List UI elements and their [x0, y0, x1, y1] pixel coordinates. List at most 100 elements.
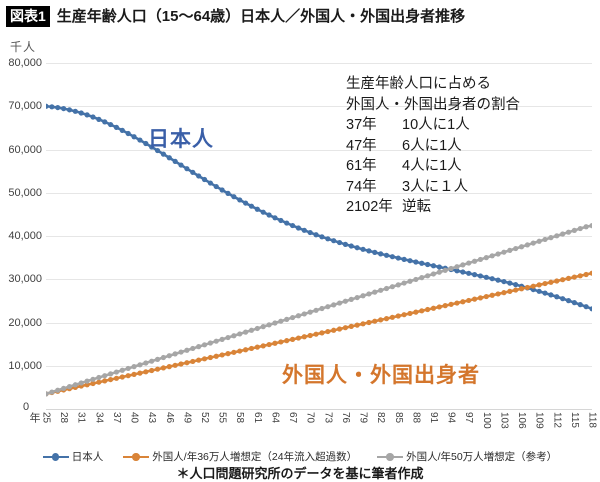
- annotation-row-year: 37年: [346, 117, 377, 134]
- data-point: [166, 155, 172, 161]
- x-axis-tick-label: 43: [146, 412, 158, 424]
- legend-marker-icon: [123, 452, 150, 462]
- data-point: [325, 304, 331, 310]
- data-point: [284, 316, 290, 322]
- data-point: [84, 382, 90, 388]
- gridline: [46, 106, 592, 108]
- data-point: [542, 280, 548, 287]
- data-point: [319, 330, 325, 336]
- annotation-row: 74年 3人に１人: [346, 177, 520, 198]
- data-point: [425, 306, 431, 313]
- data-point: [425, 261, 431, 268]
- data-point: [378, 287, 384, 293]
- legend-item-2[interactable]: 外国人/年50万人増想定（参考）: [377, 449, 557, 464]
- legend-item-0[interactable]: 日本人: [42, 449, 103, 464]
- data-point: [407, 278, 413, 284]
- x-axis-tick-label: 40: [128, 412, 140, 424]
- data-point: [513, 287, 519, 293]
- data-point: [536, 238, 542, 244]
- data-point: [501, 249, 507, 255]
- data-point: [348, 323, 354, 329]
- data-point: [125, 373, 131, 379]
- x-axis-tick-label: 70: [304, 412, 316, 424]
- data-point: [430, 263, 437, 269]
- data-point: [383, 316, 390, 322]
- data-point: [301, 227, 307, 233]
- data-point: [55, 387, 61, 393]
- data-point: [331, 238, 337, 244]
- data-point: [454, 268, 460, 274]
- data-point: [366, 248, 372, 254]
- data-point: [571, 227, 577, 233]
- data-point: [201, 176, 208, 183]
- data-point: [289, 222, 296, 229]
- data-point: [583, 304, 589, 310]
- legend-label: 外国人/年50万人増想定（参考）: [406, 451, 558, 463]
- data-point: [102, 373, 108, 379]
- data-point: [319, 305, 325, 312]
- data-point: [107, 121, 114, 128]
- series-label-foreign: 外国人・外国出身者: [282, 364, 480, 387]
- data-point: [313, 331, 319, 337]
- data-point: [407, 258, 413, 264]
- data-point: [260, 343, 266, 349]
- data-point: [524, 242, 531, 248]
- x-axis-tick-label: 64: [269, 412, 281, 424]
- data-point: [113, 124, 120, 130]
- data-point: [460, 262, 466, 268]
- data-point: [107, 376, 114, 383]
- data-point: [90, 380, 96, 387]
- x-axis-tick-label: 55: [216, 412, 228, 424]
- data-point: [378, 317, 384, 323]
- data-point: [501, 290, 507, 296]
- data-point: [237, 331, 243, 337]
- y-axis-tick-label: 20,000: [8, 316, 42, 329]
- data-point: [307, 309, 313, 315]
- data-point: [295, 335, 302, 341]
- y-axis: 80,000 70,000 60,000 50,000 40,000 30,000 20,0…: [0, 57, 46, 409]
- x-axis-tick-label: 115: [568, 412, 580, 428]
- data-point: [307, 332, 313, 339]
- data-point: [313, 232, 319, 238]
- annotation-line-1: 生産年齢人口に占める: [346, 76, 491, 92]
- data-point: [72, 382, 78, 388]
- data-point: [383, 252, 390, 258]
- data-point: [560, 277, 566, 283]
- data-point: [577, 225, 583, 232]
- legend-item-1[interactable]: 外国人/年36万人増想定（24年流入超過数）: [123, 449, 357, 464]
- data-point: [548, 235, 554, 241]
- data-point: [471, 272, 478, 278]
- data-point: [225, 190, 231, 196]
- data-point: [436, 304, 442, 310]
- data-point: [207, 340, 213, 346]
- data-point: [190, 169, 196, 175]
- data-point: [419, 275, 425, 281]
- data-point: [137, 362, 143, 368]
- data-point: [295, 313, 302, 319]
- x-axis-tick-label: 73: [322, 412, 334, 424]
- data-point: [413, 309, 419, 315]
- data-point: [278, 217, 284, 224]
- data-point: [571, 300, 577, 306]
- data-point: [407, 310, 413, 317]
- data-point: [348, 296, 354, 302]
- data-point: [143, 360, 149, 366]
- x-axis-tick-label: 103: [498, 412, 510, 429]
- annotation-row-value: 3人に１人: [402, 178, 469, 195]
- data-point: [536, 288, 542, 294]
- data-point: [483, 255, 489, 261]
- data-point: [66, 107, 73, 113]
- data-point: [61, 385, 67, 392]
- data-point: [565, 275, 572, 281]
- data-point: [207, 180, 213, 186]
- data-point: [84, 378, 90, 384]
- y-axis-tick-label: 70,000: [8, 100, 42, 113]
- data-point: [589, 223, 592, 229]
- data-point: [113, 375, 120, 381]
- data-point: [184, 347, 190, 353]
- data-point: [325, 236, 331, 242]
- data-point: [46, 103, 49, 109]
- data-point: [284, 220, 290, 226]
- x-axis-tick-label: 97: [463, 412, 475, 424]
- data-point: [289, 336, 296, 342]
